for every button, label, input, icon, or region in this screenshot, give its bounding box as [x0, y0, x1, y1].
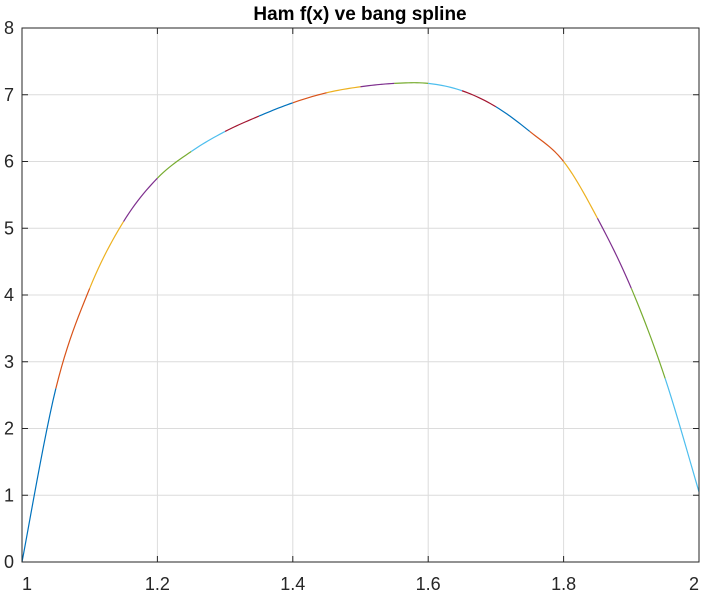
spline-segment	[428, 82, 463, 92]
spline-segment	[55, 288, 91, 389]
spline-segment	[292, 92, 327, 104]
y-tick-label: 0	[4, 552, 14, 572]
y-tick-labels: 0 1 2 3 4 5 6 7 8	[4, 18, 14, 572]
spline-segment	[529, 130, 565, 162]
y-tick-label: 7	[4, 85, 14, 105]
spline-segment	[156, 150, 192, 179]
x-tick-labels: 1 1.2 1.4 1.6 1.8 2	[22, 574, 699, 594]
spline-segment	[326, 86, 361, 94]
y-tick-label: 8	[4, 18, 14, 38]
spline-segment	[495, 106, 531, 132]
y-tick-label: 5	[4, 218, 14, 238]
spline-segment	[89, 221, 125, 289]
spline-segment	[190, 130, 226, 152]
x-tick-label: 1.6	[416, 574, 441, 594]
y-tick-label: 4	[4, 285, 14, 305]
spline-segment	[596, 217, 632, 289]
spline-segment	[258, 102, 293, 117]
x-tick-label: 1	[22, 574, 32, 594]
spline-curve	[21, 82, 700, 563]
spline-segment	[630, 288, 666, 379]
grid-lines	[22, 28, 699, 562]
spline-segment	[123, 177, 158, 222]
spline-segment	[21, 388, 57, 563]
y-tick-label: 6	[4, 152, 14, 172]
chart-title: Ham f(x) ve bang spline	[253, 4, 466, 25]
spline-segment	[664, 378, 700, 493]
x-tick-label: 1.4	[280, 574, 305, 594]
tick-marks	[21, 27, 700, 563]
x-tick-label: 2	[689, 574, 699, 594]
spline-segment	[360, 82, 395, 88]
x-tick-label: 1.2	[145, 574, 170, 594]
y-tick-label: 3	[4, 352, 14, 372]
x-tick-label: 1.8	[551, 574, 576, 594]
y-tick-label: 2	[4, 419, 14, 439]
spline-segment	[461, 90, 497, 108]
spline-segment	[394, 82, 429, 84]
y-tick-label: 1	[4, 485, 14, 505]
spline-segment	[224, 115, 260, 132]
spline-segment	[563, 161, 598, 219]
